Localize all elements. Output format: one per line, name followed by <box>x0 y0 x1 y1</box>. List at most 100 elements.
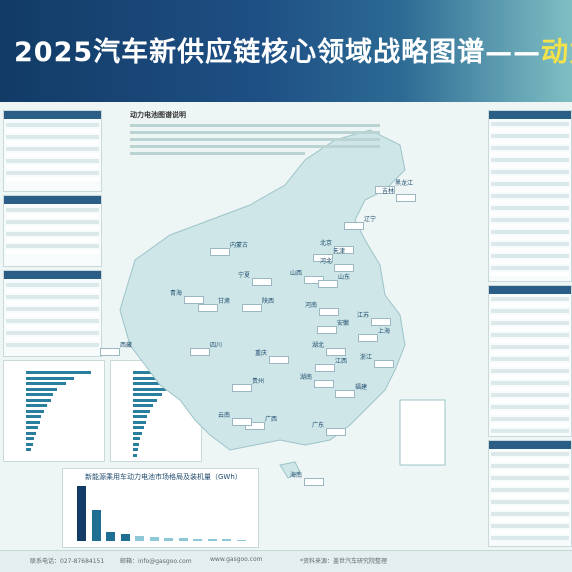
company-chip <box>317 326 337 334</box>
right-table-2 <box>488 285 572 437</box>
bar <box>26 426 38 429</box>
province-label: 辽宁 <box>364 216 377 223</box>
table-row <box>491 230 569 234</box>
table-row <box>491 134 569 138</box>
bar <box>133 382 173 385</box>
bar <box>133 387 166 391</box>
bar <box>26 404 47 407</box>
right-table-1 <box>488 110 572 282</box>
province-label: 云南 <box>218 412 231 419</box>
table-row <box>491 429 569 433</box>
table-row <box>491 176 569 180</box>
table-row <box>491 152 569 156</box>
bottom-bar-chart: 新能源乘用车动力电池市场格局及装机量（GWh） <box>62 468 259 548</box>
table-row <box>491 182 569 186</box>
table-header <box>489 441 571 449</box>
bar <box>26 371 91 374</box>
table-row <box>491 200 569 204</box>
province-label: 海南 <box>290 472 303 479</box>
table-row <box>491 272 569 276</box>
bar <box>26 409 44 413</box>
bar <box>133 431 142 435</box>
bar <box>133 448 138 451</box>
map-hainan <box>279 461 301 479</box>
province-label: 河南 <box>305 302 318 309</box>
company-chip <box>232 384 252 392</box>
province-label: 江苏 <box>357 312 370 319</box>
table-row <box>491 393 569 397</box>
bar <box>26 376 74 380</box>
company-chip <box>245 422 265 430</box>
province-label: 湖北 <box>312 342 325 349</box>
bar <box>164 537 173 541</box>
table-row <box>491 369 569 373</box>
province-label: 宁夏 <box>238 272 251 279</box>
table-row <box>491 411 569 415</box>
table-row <box>491 381 569 385</box>
table-row <box>491 405 569 409</box>
company-chip <box>335 390 355 398</box>
province-label: 广西 <box>265 416 278 423</box>
province-label: 北京 <box>320 240 333 247</box>
bar <box>135 535 144 541</box>
company-chip <box>318 280 338 288</box>
title-dash: —— <box>485 37 542 68</box>
bar <box>133 393 162 396</box>
page-title: 2025汽车新供应链核心领域战略图谱——动力电 <box>14 30 572 69</box>
map-land <box>119 129 406 451</box>
province-label: 黑龙江 <box>395 180 414 187</box>
table-row <box>491 266 569 270</box>
company-chip <box>326 348 346 356</box>
province-label: 内蒙古 <box>230 242 249 249</box>
company-chip <box>315 364 335 372</box>
south-sea-inset <box>399 399 446 466</box>
table-row <box>491 224 569 228</box>
company-chip <box>242 304 262 312</box>
bar <box>77 486 86 541</box>
bar <box>178 538 188 541</box>
table-row <box>491 140 569 144</box>
table-row <box>491 206 569 210</box>
table-row <box>491 506 569 510</box>
table-row <box>491 500 569 504</box>
table-row <box>491 417 569 421</box>
table-row <box>491 164 569 168</box>
table-header <box>4 196 101 204</box>
bar <box>133 415 148 418</box>
province-label: 山西 <box>290 270 303 277</box>
company-chip <box>375 186 395 194</box>
company-chip <box>374 360 394 368</box>
table-row <box>491 375 569 379</box>
table-row <box>491 309 569 313</box>
title-highlight: 动力电 <box>541 37 572 68</box>
company-chip <box>371 318 391 326</box>
table-row <box>491 242 569 246</box>
province-label: 重庆 <box>255 350 268 357</box>
company-chip <box>269 356 289 364</box>
table-row <box>491 470 569 474</box>
table-row <box>491 248 569 252</box>
table-row <box>491 128 569 132</box>
table-row <box>491 399 569 403</box>
province-label: 天津 <box>333 248 346 255</box>
province-label: 吉林 <box>382 188 395 195</box>
table-row <box>491 333 569 337</box>
table-row <box>491 524 569 528</box>
bar <box>26 448 32 451</box>
left-bar-chart-1 <box>3 360 105 462</box>
company-chip <box>198 304 218 312</box>
province-label: 山东 <box>338 274 351 281</box>
footer-web: www.gasgoo.com <box>210 556 263 563</box>
company-chip <box>184 296 204 304</box>
company-chip <box>252 278 272 286</box>
bar <box>26 415 42 418</box>
bar <box>207 539 217 541</box>
province-label: 广东 <box>312 422 325 429</box>
bar <box>133 420 146 424</box>
header-banner: 2025汽车新供应链核心领域战略图谱——动力电 <box>0 0 572 102</box>
title-main: 2025汽车新供应链核心领域战略图谱 <box>14 37 486 68</box>
table-row <box>491 345 569 349</box>
table-row <box>491 327 569 331</box>
table-row <box>491 482 569 486</box>
company-chip <box>344 222 364 230</box>
